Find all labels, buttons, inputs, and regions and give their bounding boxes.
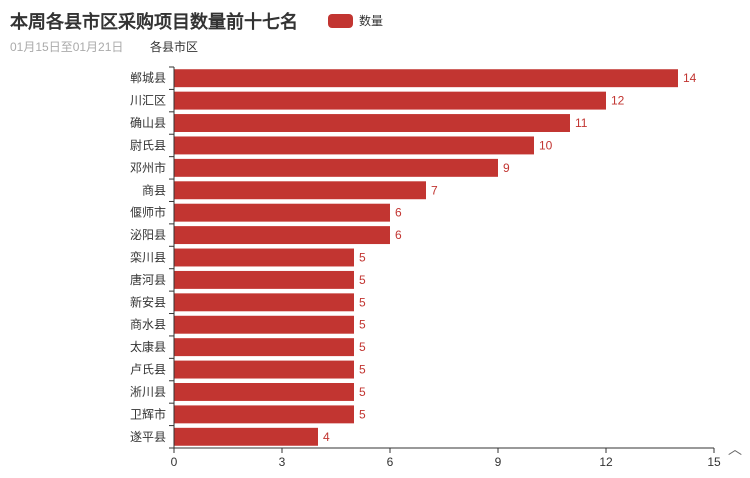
bar [174, 427, 318, 446]
y-tick-label: 遂平县 [130, 430, 166, 444]
bar [174, 248, 354, 267]
data-label: 12 [611, 94, 625, 108]
legend-label: 数量 [359, 14, 384, 28]
data-label: 4 [323, 430, 330, 444]
y-axis-name: 各县市区 [150, 39, 198, 54]
x-tick-label: 0 [171, 455, 178, 469]
y-tick-label: 邓州市 [130, 160, 166, 175]
x-tick-label: 12 [599, 455, 613, 469]
data-label: 9 [503, 161, 510, 175]
y-tick-label: 泌阳县 [130, 228, 166, 242]
y-tick-label: 太康县 [130, 339, 166, 354]
chart-subtitle: 01月15日至01月21日 [10, 40, 124, 54]
bar [174, 315, 354, 334]
bar [174, 136, 534, 155]
bar [174, 69, 678, 88]
data-label: 10 [539, 138, 553, 152]
bar [174, 114, 570, 132]
y-tick-label: 新安县 [130, 294, 166, 309]
x-tick-label: 6 [387, 455, 394, 469]
y-tick-label: 川汇区 [130, 94, 166, 108]
data-label: 5 [359, 273, 366, 287]
bar [174, 270, 354, 289]
bar [174, 293, 354, 312]
bar [174, 383, 354, 401]
x-tick-label: 3 [279, 455, 286, 469]
x-tick-label: 9 [495, 455, 502, 469]
data-label: 5 [359, 251, 366, 265]
bar [174, 181, 426, 200]
y-tick-label: 卫辉市 [130, 406, 166, 421]
data-label: 5 [359, 318, 366, 332]
bar [174, 91, 606, 110]
data-label: 5 [359, 340, 366, 354]
bar [174, 360, 354, 379]
y-tick-label: 商水县 [130, 317, 166, 332]
data-label: 6 [395, 206, 402, 220]
legend-swatch [328, 13, 353, 28]
data-label: 11 [575, 116, 588, 130]
bar [174, 203, 390, 222]
bar [174, 158, 498, 177]
data-label: 5 [359, 407, 366, 421]
bar [174, 226, 390, 245]
data-label: 5 [359, 295, 366, 309]
y-tick-label: 唐河县 [130, 272, 166, 287]
y-tick-label: 商县 [142, 182, 166, 197]
data-label: 5 [359, 385, 366, 399]
data-label: 7 [431, 183, 438, 197]
bar [174, 338, 354, 357]
x-tick-label: 15 [707, 455, 721, 469]
data-label: 5 [359, 363, 366, 377]
y-tick-label: 淅川县 [130, 384, 166, 399]
chart-title: 本周各县市区采购项目数量前十七名 [10, 12, 298, 32]
data-label: 14 [683, 71, 697, 85]
y-tick-label: 栾川县 [130, 250, 166, 265]
y-tick-label: 偃师市 [130, 205, 166, 220]
legend[interactable]: 数量 [328, 12, 383, 29]
y-tick-label: 卢氏县 [130, 362, 166, 377]
bar [174, 405, 354, 424]
y-tick-label: 尉氏县 [130, 137, 166, 152]
y-tick-label: 郸城县 [130, 71, 166, 85]
data-label: 6 [395, 228, 402, 242]
toolbox-icon[interactable]: ︿ [728, 441, 742, 457]
y-tick-label: 确山县 [130, 116, 166, 130]
